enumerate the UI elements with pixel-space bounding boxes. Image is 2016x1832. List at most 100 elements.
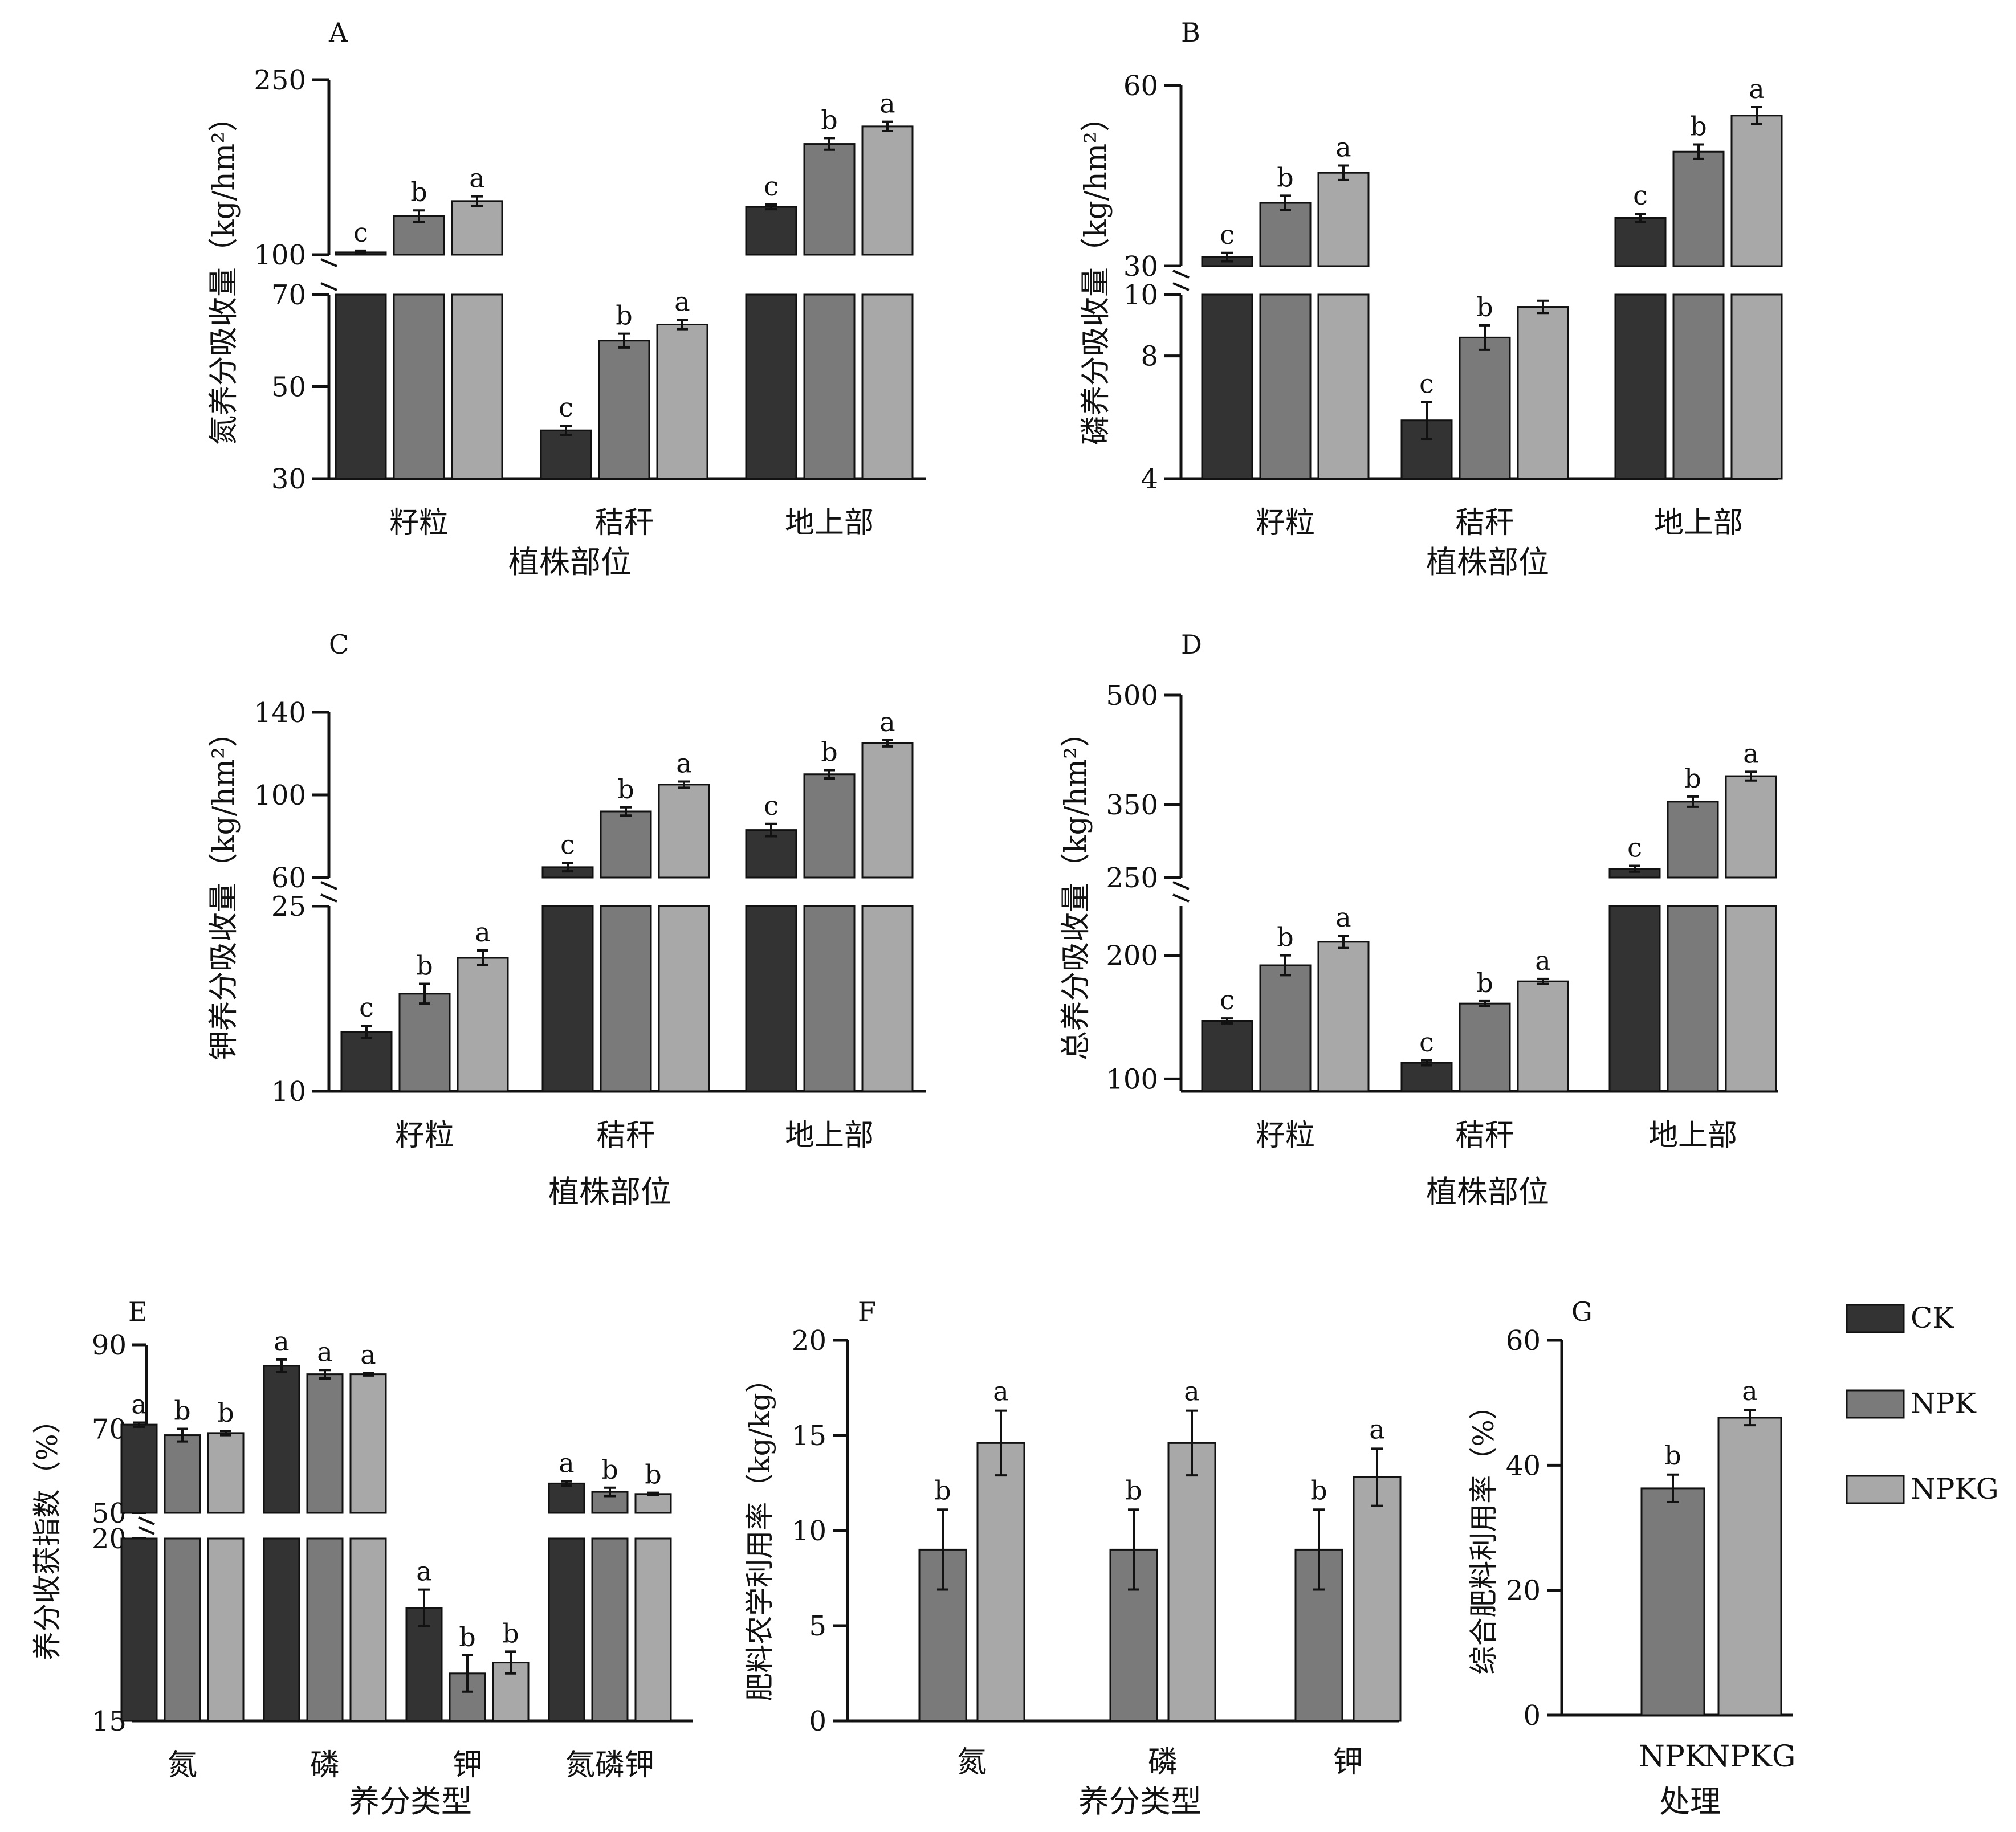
panel-letter-e: E (128, 1296, 148, 1327)
y-tick-label-upper-d: 250 (1106, 862, 1158, 894)
error-bar-b (1751, 106, 1762, 125)
y-tick-label-upper-a: 100 (254, 239, 306, 271)
y-tick-label-upper-c: 100 (254, 780, 306, 811)
x-axis-label-a: 植株部位 (508, 544, 632, 580)
bar-e-lower (306, 1537, 344, 1722)
y-tick-label-lower-a: 50 (271, 372, 306, 403)
chart-panel-g: G 综合肥料利用率（%） 处理 0 20 40 60 NPK b NPKG a (1467, 1296, 1795, 1819)
sig-letter-a: c (353, 217, 368, 248)
error-bar-e (462, 1654, 473, 1693)
y-tick-label-g: 60 (1506, 1325, 1541, 1357)
bar-a-lower (393, 293, 445, 480)
sig-letter-b: c (1633, 180, 1648, 211)
bar-c-lower (861, 905, 914, 1092)
bar-d-lower (1725, 905, 1777, 1092)
panel-letter-g: G (1571, 1296, 1593, 1327)
panel-letter-a: A (328, 17, 348, 48)
x-tick-label-c: 地上部 (785, 1119, 874, 1153)
x-tick-label-f: 磷 (1148, 1745, 1178, 1780)
sig-letter-c: b (821, 737, 837, 768)
sig-letter-c: c (764, 790, 779, 821)
legend-label-npkg: NPKG (1911, 1472, 1999, 1505)
sig-letter-e: a (317, 1336, 332, 1367)
bar-d (1459, 1002, 1511, 1092)
sig-letter-b: c (1419, 368, 1434, 399)
bar-a-upper (745, 206, 797, 256)
error-bar-f (1371, 1447, 1383, 1507)
sig-letter-e: b (459, 1622, 475, 1653)
y-tick-label-lower-b: 10 (1123, 279, 1158, 311)
bar-g (1717, 1417, 1782, 1716)
error-bar-e (418, 1588, 430, 1627)
y-axis-label-c: 钾养分吸收量（kg/hm²） (207, 717, 241, 1060)
bar-c-upper (600, 810, 652, 879)
error-bar-b (1221, 251, 1233, 263)
axis-break-slash-b (1172, 270, 1190, 291)
bar-a-lower (745, 293, 797, 480)
bar-d (1517, 980, 1569, 1092)
x-tick-label-f: 钾 (1333, 1745, 1363, 1780)
bar-d (1201, 1020, 1253, 1092)
bar-b-upper (1259, 202, 1312, 267)
sig-letter-a: c (559, 392, 573, 423)
error-bar-c (419, 982, 430, 1005)
sig-letter-a: b (616, 300, 632, 331)
y-tick-label-lower-a: 70 (271, 279, 306, 311)
y-tick-label-lower-c: 10 (271, 1076, 306, 1108)
error-bar-a (824, 137, 835, 151)
sig-letter-b: c (1220, 219, 1235, 250)
sig-letter-a: a (879, 88, 895, 119)
sig-letter-d: b (1684, 763, 1701, 794)
error-bar-d (1479, 999, 1490, 1007)
error-bar-b (1421, 401, 1432, 440)
break-gap-a (306, 256, 938, 293)
bar-c-lower (803, 905, 856, 1092)
sig-letter-b: b (1277, 162, 1293, 193)
x-tick-label-e: 氮 (168, 1748, 197, 1782)
x-tick-label-c: 籽粒 (395, 1119, 454, 1153)
error-bar-d (1687, 795, 1699, 808)
sig-letter-b: a (1749, 74, 1764, 104)
sig-letter-c: a (879, 707, 895, 737)
error-bar-a (471, 195, 483, 207)
bar-d-lower (1608, 905, 1661, 1092)
legend: CK NPK NPKG (1846, 1301, 1999, 1505)
bar-e-lower (548, 1537, 585, 1722)
x-tick-label-a: 地上部 (785, 506, 874, 540)
chart-panel-d: D 总养分吸收量（kg/hm²） 植株部位 100 200 250 350 500 籽粒 c… (1059, 629, 1790, 1210)
panel-letter-b: B (1181, 17, 1200, 48)
bar-e-upper (548, 1482, 585, 1514)
bar-c-lower (745, 905, 797, 1092)
bar-c-lower (600, 905, 652, 1092)
error-bar-f (1128, 1508, 1139, 1591)
sig-letter-f: a (993, 1376, 1008, 1407)
sig-letter-e: b (645, 1459, 661, 1490)
y-tick-label-f: 10 (792, 1515, 826, 1547)
sig-letter-c: b (416, 950, 433, 981)
bar-f (976, 1442, 1025, 1722)
error-bar-f (1186, 1409, 1198, 1477)
bar-a (540, 429, 592, 480)
x-tick-label-a: 秸秆 (594, 506, 654, 540)
error-bar-a (677, 319, 688, 331)
bar-e-upper (120, 1423, 158, 1514)
y-tick-label-upper-a: 250 (254, 64, 306, 96)
chart-panel-f: F 肥料农学利用率（kg/kg） 养分类型 0 5 10 15 20 氮 b a 磷 b a 钾 b a (743, 1296, 1402, 1819)
sig-letter-a: a (469, 163, 484, 194)
chart-panel-a: A 氮养分吸收量（kg/hm²） 植株部位 30 50 70 100 250 籽粒 c b a 秸… (207, 17, 938, 580)
sig-letter-e: a (559, 1448, 574, 1479)
sig-letter-c: a (475, 917, 490, 948)
bar-a-lower (335, 293, 387, 480)
sig-letter-e: a (274, 1326, 289, 1357)
x-tick-label-b: 秸秆 (1455, 506, 1514, 540)
x-tick-label-d: 秸秆 (1455, 1119, 1514, 1153)
x-tick-label-c: 秸秆 (596, 1119, 655, 1153)
bar-d-upper (1667, 801, 1719, 879)
panel-letter-c: C (329, 629, 349, 660)
bar-e-upper (207, 1432, 245, 1514)
axis-break-slash-d (1172, 881, 1190, 903)
error-bar-e (505, 1650, 516, 1675)
bar-e-upper (306, 1373, 344, 1514)
